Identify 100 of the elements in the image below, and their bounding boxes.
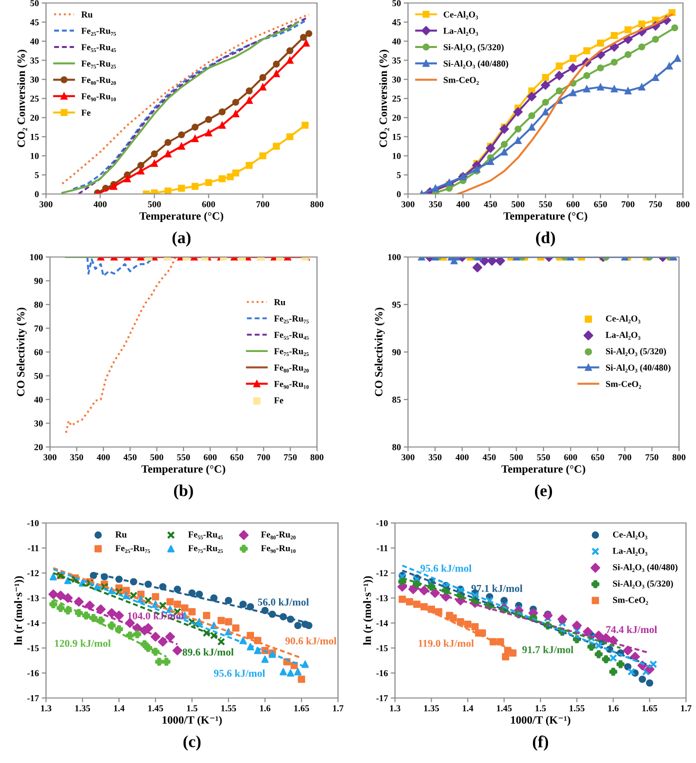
- y-tick-label: -12: [27, 570, 39, 576]
- text: (f): [532, 736, 548, 751]
- y-tick-label: 40: [30, 38, 39, 44]
- y-axis-title: ln (r (mol·s⁻¹)): [363, 576, 374, 646]
- legend-label: Si-Al₂O₃ (40/480): [444, 60, 508, 68]
- legend-label: Fe₈₀-Ru₂₀: [274, 364, 309, 372]
- x-tick-label: 400: [96, 454, 110, 460]
- x-tick-label: 300: [40, 201, 52, 208]
- legend-label: La-Al₂O₃: [443, 28, 478, 36]
- annotation: 119.0 kJ/mol: [418, 640, 474, 647]
- x-tick-label: 650: [594, 201, 607, 208]
- y-tick-label: 10: [392, 152, 401, 160]
- legend-label: Si-Al₂O₃ (5/320): [444, 44, 504, 52]
- y-tick-label: -14: [376, 620, 388, 626]
- y-tick-label: -15: [376, 645, 388, 652]
- annotation: 74.4 kJ/mol: [606, 626, 658, 634]
- x-tick-label: 450: [484, 201, 497, 208]
- y-tick-label: 40: [34, 396, 43, 403]
- x-tick-label: 500: [510, 454, 523, 460]
- y-tick-label: 60: [34, 349, 43, 356]
- x-tick-label: 750: [284, 454, 297, 460]
- x-axis-title: 1000/T (K⁻¹): [162, 716, 222, 726]
- y-tick-label: 80: [392, 444, 401, 450]
- y-axis-title: CO Selectivity (%): [374, 308, 385, 396]
- legend-label: Ce-Al₂O₃: [444, 11, 478, 20]
- x-tick-label: 650: [591, 454, 604, 460]
- y-tick-label: 0: [34, 191, 39, 198]
- y-tick-label: 40: [392, 38, 401, 44]
- x-tick-label: 1.35: [424, 705, 439, 712]
- x-tick-label: 1.55: [221, 705, 236, 712]
- legend-label: La-Al₂O₃: [612, 548, 648, 556]
- x-tick-label: 1.7: [333, 705, 344, 712]
- legend-label: Ru: [115, 532, 127, 538]
- y-tick-label: 90: [34, 278, 43, 284]
- legend-label: Fe₅₅-Ru₄₅: [81, 44, 116, 52]
- legend-label: Fe₈₀-Ru₂₀: [261, 532, 296, 540]
- x-tick-label: 300: [402, 201, 414, 208]
- y-tick-label: 25: [30, 96, 39, 102]
- y-tick-label: 20: [392, 114, 401, 121]
- y-tick-label: 90: [392, 349, 401, 356]
- x-tick-label: 550: [177, 454, 190, 460]
- x-tick-label: 550: [539, 201, 552, 208]
- x-tick-label: 1.4: [114, 705, 124, 712]
- x-tick-label: 400: [94, 201, 107, 208]
- x-tick-label: 500: [512, 201, 524, 208]
- legend-label: Si-Al₂O₃ (40/480): [606, 364, 670, 372]
- y-tick-label: 15: [30, 134, 39, 140]
- x-tick-label: 1.6: [608, 705, 619, 712]
- x-tick-label: 1.5: [536, 705, 546, 712]
- legend-label: Fe₇₅-Ru₂₅: [274, 348, 309, 356]
- x-tick-label: 700: [256, 201, 270, 208]
- y-axis-title: CO₂ Conversion (%): [379, 50, 390, 148]
- legend-label: Sm-CeO₂: [444, 76, 479, 85]
- text: (a): [172, 232, 190, 247]
- y-tick-label: -17: [376, 695, 388, 702]
- y-tick-label: -12: [376, 570, 388, 576]
- y-tick-label: -17: [27, 695, 39, 702]
- text: (d): [536, 232, 555, 247]
- text: (c): [183, 736, 201, 751]
- x-axis-title: Temperature (°C): [503, 212, 588, 222]
- x-axis-title: Temperature (°C): [141, 464, 226, 475]
- legend-label: Ru: [274, 299, 286, 306]
- legend-label: Sm-CeO₂: [606, 380, 642, 389]
- legend-label: Ce-Al₂O₃: [612, 531, 648, 540]
- y-tick-label: -16: [27, 670, 39, 676]
- y-tick-label: 0: [396, 191, 401, 198]
- y-tick-label: 35: [392, 57, 401, 64]
- y-tick-label: 5: [34, 172, 39, 178]
- x-tick-label: 300: [44, 454, 56, 460]
- legend-label: Fe₂₅-Ru₇₅: [81, 28, 116, 36]
- x-tick-label: 750: [649, 201, 662, 208]
- y-tick-label: 30: [392, 76, 401, 83]
- legend-label: Fe₂₅-Ru₇₅: [115, 545, 150, 553]
- y-tick-label: -10: [376, 520, 388, 526]
- legend-label: Fe₇₅-Ru₂₅: [188, 545, 223, 553]
- legend-label: Fe: [81, 110, 90, 116]
- x-tick-label: 500: [148, 201, 161, 208]
- y-tick-label: 80: [34, 302, 43, 308]
- x-tick-label: 600: [204, 454, 217, 460]
- annotation: 91.7 kJ/mol: [522, 646, 574, 654]
- y-tick-label: 15: [392, 134, 401, 140]
- legend-label: Fe₉₀-Ru₁₀: [274, 381, 309, 389]
- y-tick-label: 95: [392, 302, 401, 308]
- y-tick-label: -13: [376, 595, 388, 602]
- annotation: 90.6 kJ/mol: [285, 637, 336, 644]
- y-axis-title: ln (r (mol·s⁻¹)): [14, 576, 24, 646]
- x-tick-label: 1.65: [642, 705, 658, 712]
- y-tick-label: 50: [30, 0, 39, 6]
- y-tick-label: 100: [388, 254, 401, 260]
- x-tick-label: 1.7: [681, 705, 692, 712]
- legend-label: Fe₈₀-Ru₂₀: [81, 77, 116, 85]
- y-tick-label: 50: [392, 0, 401, 6]
- x-axis-title: Temperature (°C): [139, 212, 224, 222]
- x-tick-label: 700: [622, 201, 634, 208]
- y-tick-label: 25: [392, 96, 401, 102]
- y-tick-label: 30: [34, 420, 43, 426]
- x-tick-label: 350: [428, 454, 442, 460]
- annotation: 95.6 kJ/mol: [214, 669, 266, 677]
- y-tick-label: -13: [27, 595, 39, 602]
- legend-label: Ce-Al₂O₃: [606, 315, 640, 324]
